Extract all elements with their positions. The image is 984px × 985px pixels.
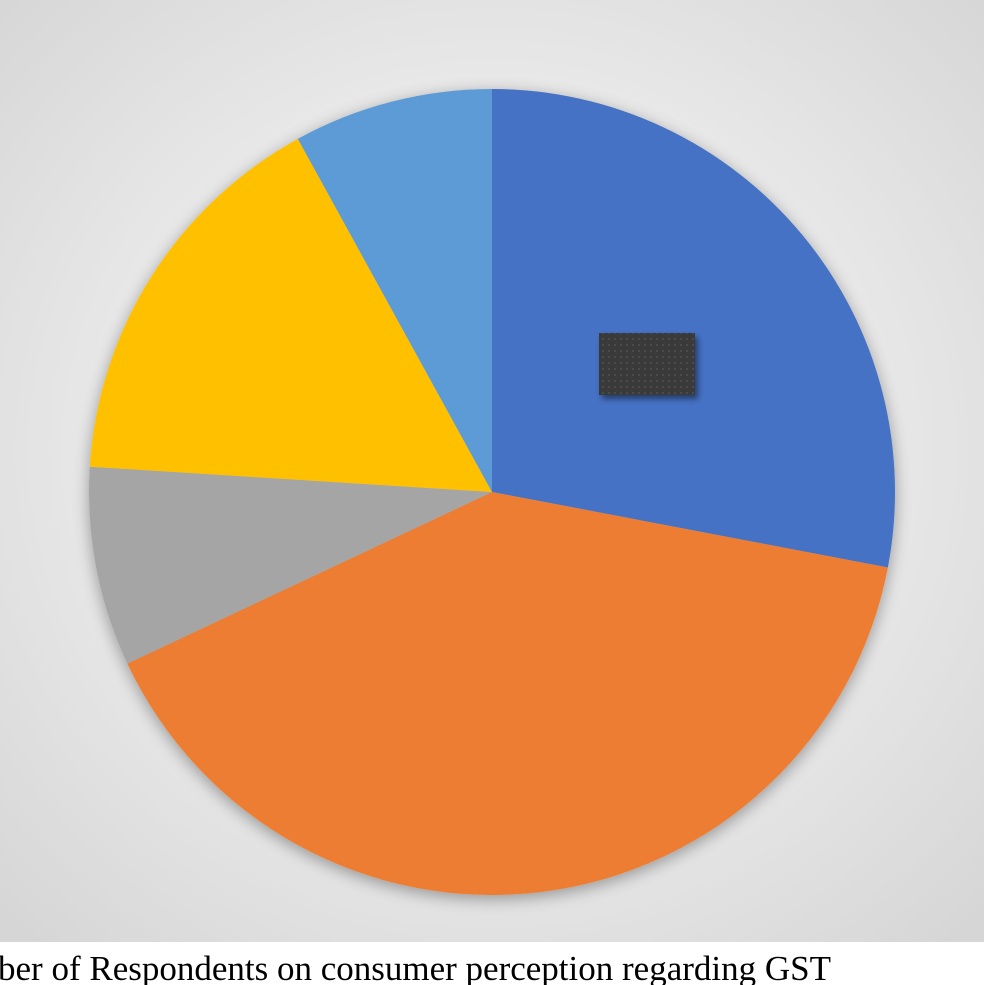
caption: ber of Respondents on consumer perceptio… bbox=[0, 949, 831, 985]
label-box bbox=[599, 333, 695, 395]
pie-slice bbox=[492, 89, 895, 568]
pie bbox=[88, 89, 895, 895]
pie-slice bbox=[127, 492, 888, 895]
pie-slice bbox=[88, 466, 492, 664]
pie-slice bbox=[297, 89, 492, 492]
pie-slice bbox=[89, 138, 492, 493]
